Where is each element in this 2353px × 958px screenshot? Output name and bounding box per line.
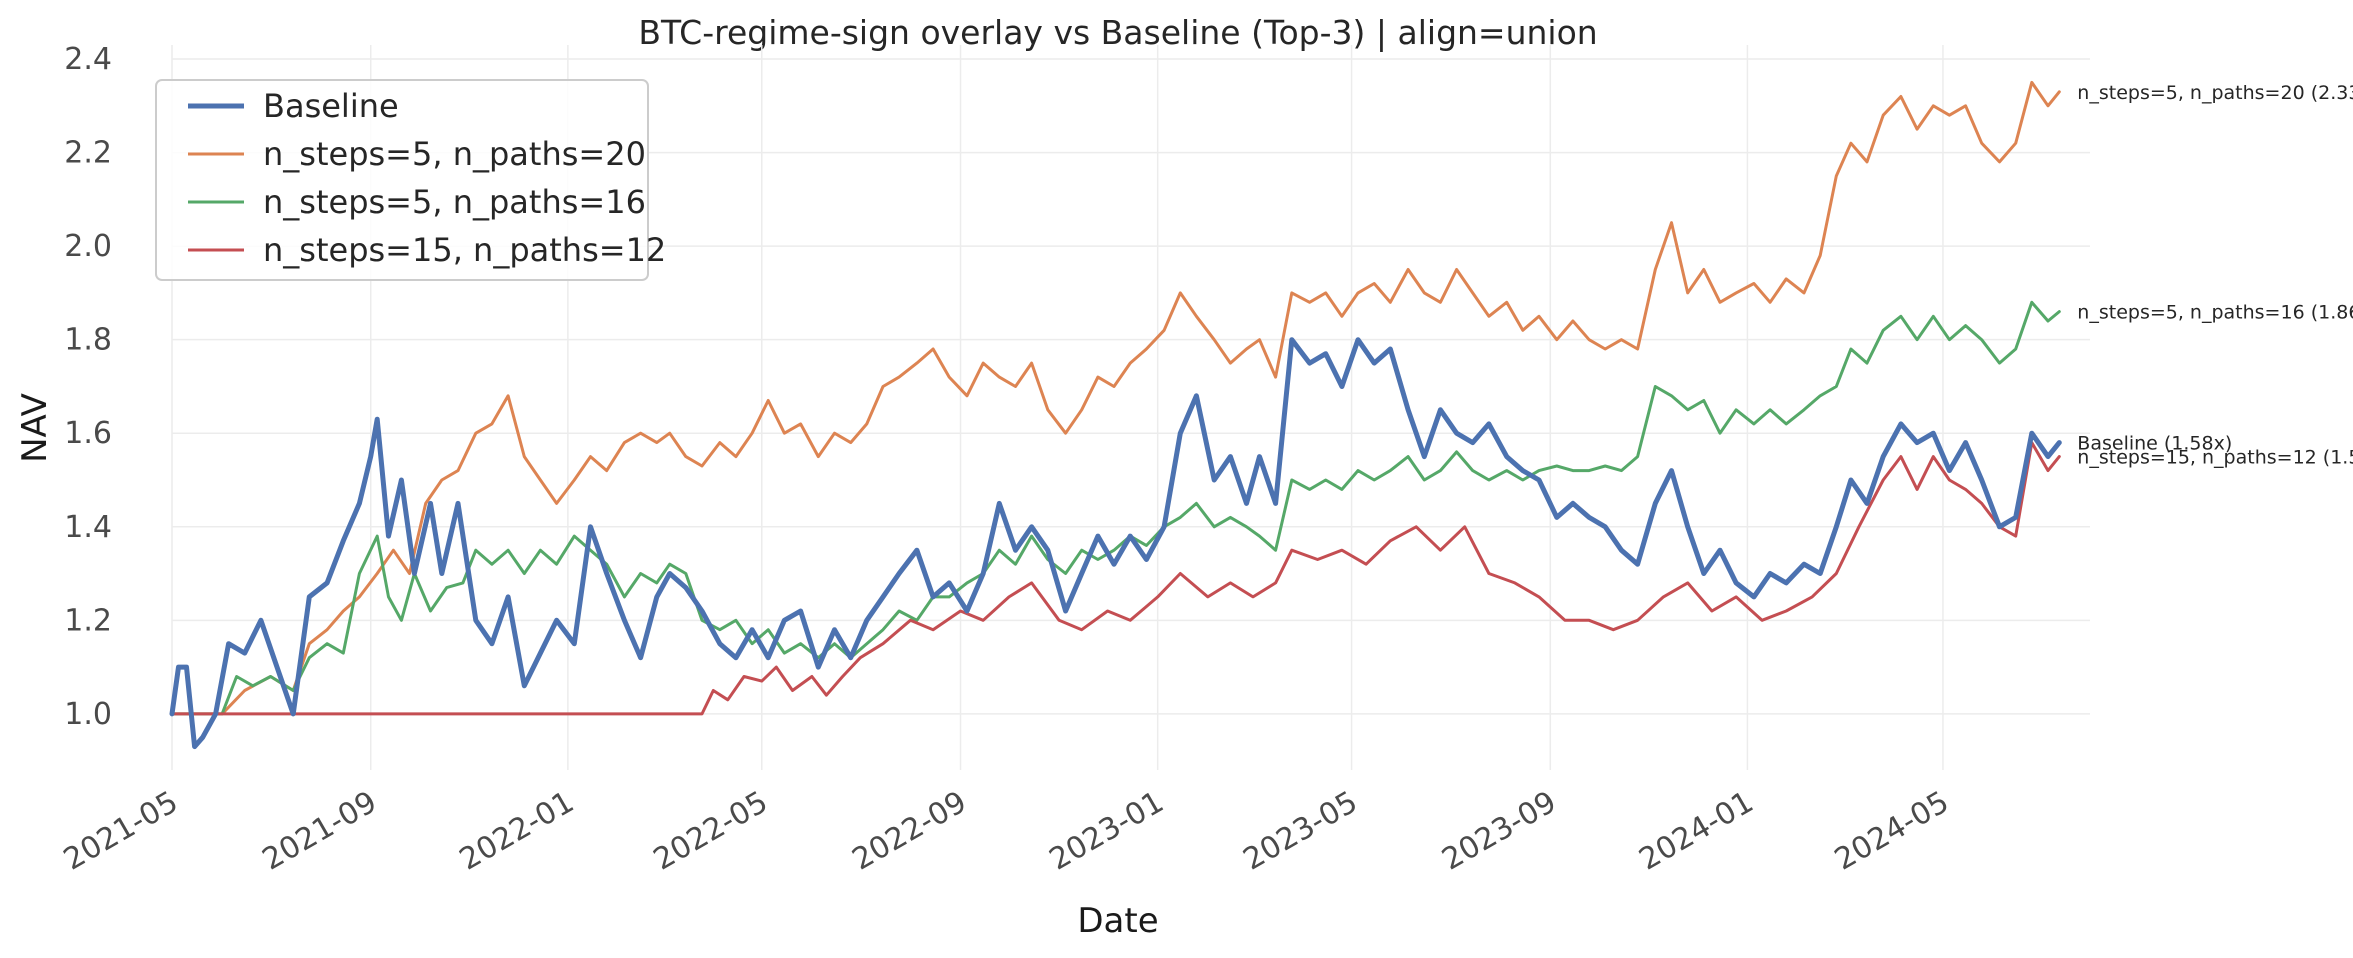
x-tick-label: 2023-09 [1436,785,1562,878]
y-axis-ticks: 1.0 1.2 1.4 1.6 1.8 2.0 2.2 2.4 [64,42,112,732]
y-tick-label: 1.8 [64,323,112,358]
x-tick-label: 2024-01 [1633,785,1759,878]
x-tick-label: 2022-01 [454,785,580,878]
x-tick-label: 2024-05 [1829,785,1955,878]
x-tick-label: 2022-09 [846,785,972,878]
y-tick-label: 2.0 [64,229,112,264]
x-tick-label: 2021-05 [58,785,184,878]
y-tick-label: 1.2 [64,603,112,638]
y-tick-label: 1.4 [64,510,112,545]
y-tick-label: 1.0 [64,697,112,732]
legend: Baseline n_steps=5, n_paths=20 n_steps=5, … [155,79,666,281]
series-end-labels: Baseline (1.58x) n_steps=5, n_paths=20 (2… [2077,82,2353,469]
series-end-label: n_steps=5, n_paths=20 (2.33x) [2077,82,2353,104]
series-line [169,337,2062,750]
x-tick-label: 2022-05 [648,785,774,878]
legend-entry-label: Baseline [263,87,399,125]
y-tick-label: 2.4 [64,42,112,77]
series-line [170,80,2061,716]
chart-title: BTC-regime-sign overlay vs Baseline (Top… [638,13,1597,52]
x-axis-ticks: 2021-05 2021-09 2022-01 2022-05 2022-09 2023-… [58,785,1955,878]
y-tick-label: 2.2 [64,136,112,171]
x-tick-label: 2023-05 [1237,785,1363,878]
legend-entry-label: n_steps=5, n_paths=16 [263,183,646,221]
series-end-label: n_steps=15, n_paths=12 (1.55x) [2077,447,2353,469]
x-axis-label: Date [1077,901,1158,941]
legend-frame [155,79,649,281]
y-tick-label: 1.6 [64,416,112,451]
x-tick-label: 2023-01 [1044,785,1170,878]
legend-entry-label: n_steps=5, n_paths=20 [263,135,646,173]
legend-entry-label: n_steps=15, n_paths=12 [263,231,666,269]
y-axis-label: NAV [15,393,55,463]
series-lines [169,80,2062,750]
series-end-label: Baseline (1.58x) [2077,433,2232,455]
x-tick-label: 2021-09 [257,785,383,878]
series-line [170,441,2061,716]
series-end-label: n_steps=5, n_paths=16 (1.86x) [2077,302,2353,324]
